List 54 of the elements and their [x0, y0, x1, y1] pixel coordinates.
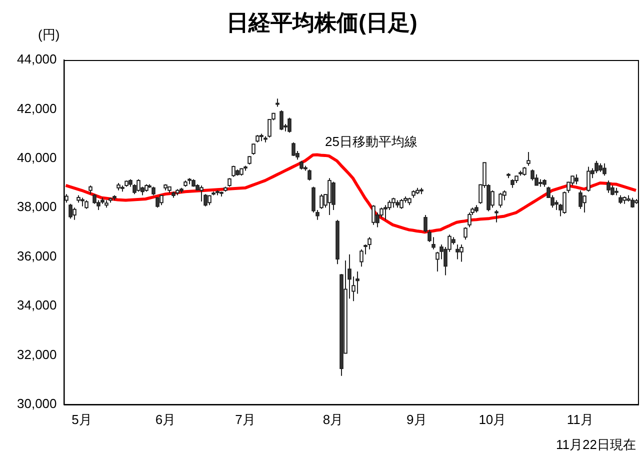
x-tick-label: 9月 — [406, 412, 427, 427]
x-tick-label: 5月 — [72, 412, 92, 427]
candlestick — [498, 192, 502, 208]
candlestick — [594, 160, 598, 174]
candlestick — [68, 203, 72, 220]
y-tick-label: 36,000 — [16, 248, 57, 264]
candlestick — [252, 143, 256, 156]
candlestick — [200, 184, 204, 202]
y-tick-label: 40,000 — [16, 150, 57, 165]
candlestick — [372, 204, 376, 226]
candlestick — [400, 198, 404, 210]
candlestick — [360, 248, 364, 268]
candlestick — [586, 166, 590, 192]
x-tick-label: 6月 — [155, 412, 176, 427]
candlestick — [332, 181, 336, 211]
x-tick-label: 10月 — [478, 412, 506, 427]
candlestick — [160, 194, 164, 206]
candlestick — [132, 184, 136, 195]
candlestick — [136, 178, 140, 192]
candlestick — [606, 180, 610, 194]
series-label: 25日移動平均線 — [324, 134, 418, 149]
candlestick — [156, 197, 160, 208]
candlestick — [464, 226, 468, 240]
y-tick-label: 42,000 — [16, 100, 57, 116]
candlestick — [602, 162, 606, 176]
y-tick-label: 38,000 — [16, 199, 57, 214]
candlestick — [308, 168, 312, 182]
candlestick — [288, 117, 292, 134]
candlestick — [562, 191, 566, 214]
candlestick — [610, 184, 614, 196]
chart-title: 日経平均株価(日足) — [226, 10, 418, 35]
x-tick-label: 8月 — [322, 412, 344, 427]
candlestick — [456, 244, 460, 260]
y-tick-label: 34,000 — [16, 298, 57, 313]
candlestick — [534, 174, 538, 186]
candlestick — [530, 168, 534, 182]
y-tick-label: 32,000 — [16, 346, 57, 362]
candlestick — [328, 178, 332, 216]
y-tick-label: 44,000 — [16, 52, 57, 67]
candlestick — [582, 194, 586, 214]
candlestick — [460, 244, 464, 262]
x-tick-label: 7月 — [235, 412, 256, 427]
candlestick — [320, 194, 324, 210]
candlestick — [578, 190, 582, 210]
candlestick — [72, 207, 76, 220]
text: 11月22日現在 — [556, 436, 636, 454]
candlestick — [494, 210, 498, 223]
y-axis-title: (円) — [38, 26, 60, 44]
y-tick-label: 30,000 — [16, 396, 57, 411]
x-tick-label: 11月 — [566, 412, 594, 427]
candlestick — [574, 174, 578, 185]
candlestick — [280, 110, 284, 131]
candlestick — [526, 152, 530, 166]
candlestick — [292, 142, 296, 156]
